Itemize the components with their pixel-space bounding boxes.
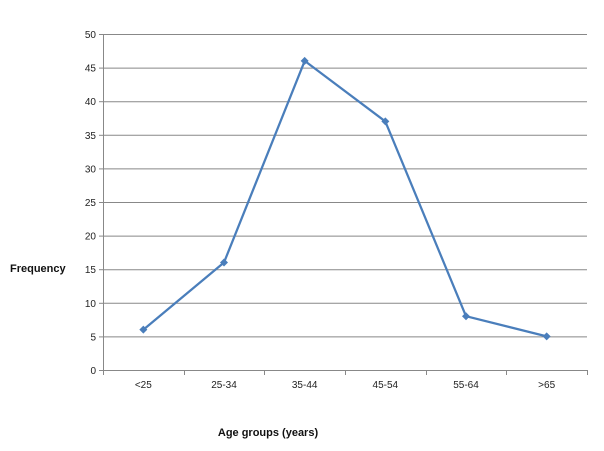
x-tick-labels: <25 25-34 35-44 45-54 55-64 >65 xyxy=(135,380,556,391)
y-tick-label: 40 xyxy=(85,97,97,108)
axes xyxy=(99,34,588,375)
data-point->65 xyxy=(542,332,551,341)
y-tick-label: 20 xyxy=(85,232,97,243)
y-tick-label: 15 xyxy=(85,265,97,276)
y-tick-labels: 0 5 10 15 20 25 30 35 40 45 50 xyxy=(85,30,97,377)
y-tick-label: 45 xyxy=(85,64,97,75)
data-point-55-64 xyxy=(462,312,470,321)
x-tick-label: 55-64 xyxy=(453,380,479,391)
y-axis-title: Frequency xyxy=(10,263,67,275)
data-point-<25 xyxy=(139,325,148,334)
x-tick-label: <25 xyxy=(135,380,152,391)
gridlines xyxy=(103,34,587,338)
data-point-45-54 xyxy=(381,117,390,126)
y-tick-label: 50 xyxy=(85,30,97,41)
x-tick-label: 25-34 xyxy=(211,380,237,391)
y-tick-label: 35 xyxy=(85,131,97,142)
x-tick-label: >65 xyxy=(538,380,555,391)
y-tick-label: 10 xyxy=(85,299,97,310)
x-axis-title: Age groups (years) xyxy=(218,427,319,439)
data-point-35-44 xyxy=(300,56,309,65)
y-tick-label: 30 xyxy=(85,164,97,175)
data-point-25-34 xyxy=(220,258,228,267)
y-tick-label: 25 xyxy=(85,198,97,209)
x-tick-label: 35-44 xyxy=(292,380,318,391)
y-tick-label: 0 xyxy=(90,366,96,377)
series-group xyxy=(139,56,551,341)
series-line xyxy=(142,59,547,338)
x-tick-label: 45-54 xyxy=(373,380,399,391)
y-tick-label: 5 xyxy=(90,332,96,343)
